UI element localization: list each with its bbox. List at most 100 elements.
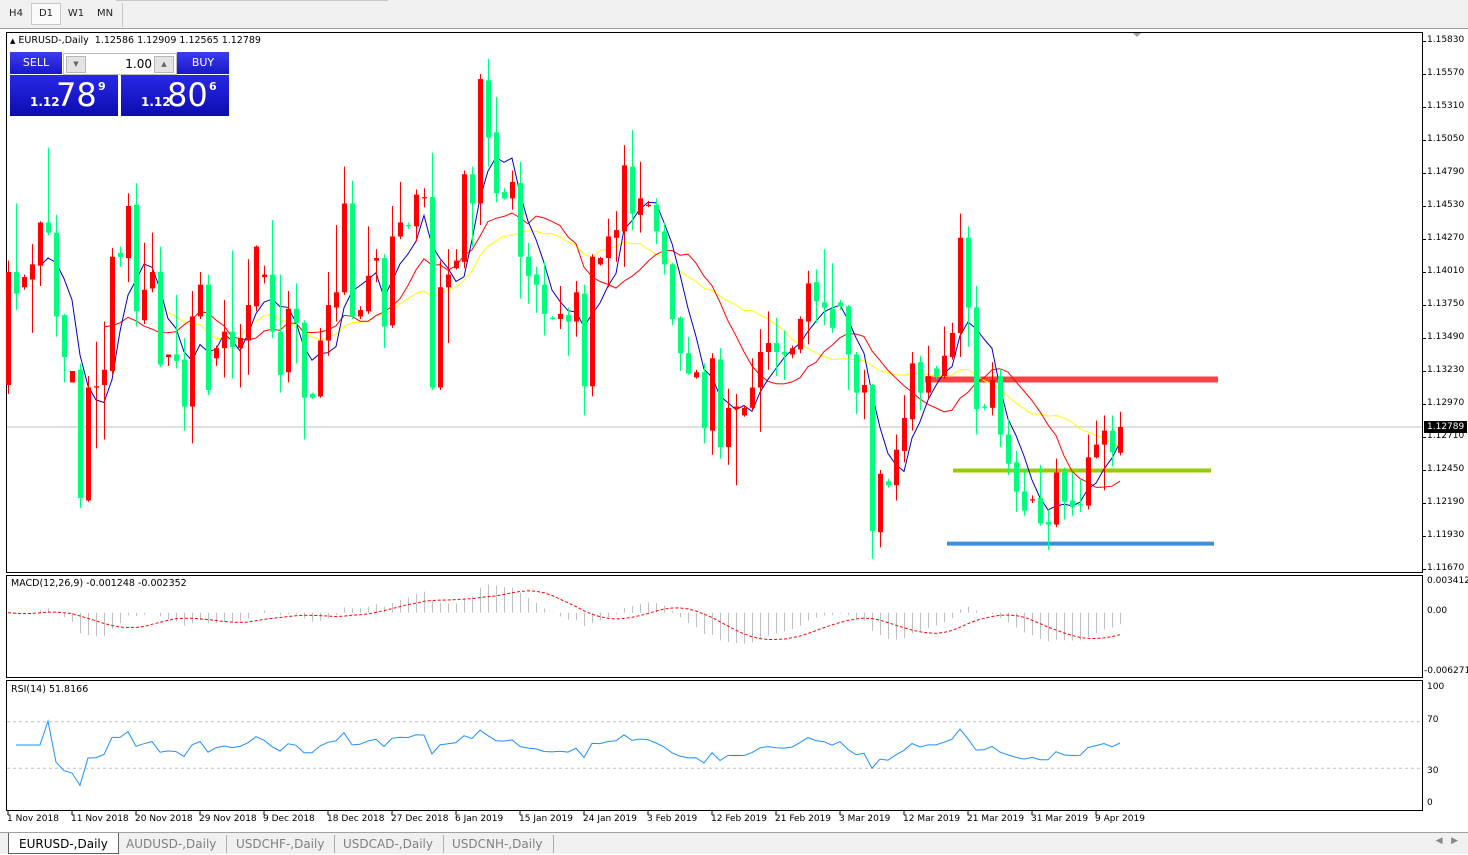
date-tick-label: 21 Mar 2019	[967, 814, 1025, 824]
lot-increase-icon[interactable]: ▲	[154, 56, 174, 73]
candle-body	[270, 274, 275, 332]
candle-body	[750, 387, 755, 408]
date-tick-label: 3 Feb 2019	[647, 814, 698, 824]
timeframe-h4-button[interactable]: H4	[9, 8, 23, 19]
candle-body	[1038, 497, 1043, 524]
lot-decrease-icon[interactable]: ▼	[66, 56, 86, 73]
price-tick-label: 1.12970	[1427, 398, 1465, 408]
toolbar-divider	[116, 0, 388, 3]
timeframe-mn-button[interactable]: MN	[96, 8, 114, 19]
candle-body	[318, 340, 323, 397]
candle-body	[422, 197, 427, 199]
tab-eurusd-daily[interactable]: EURUSD-,Daily	[8, 833, 119, 854]
candle-body	[46, 222, 51, 233]
candle-body	[806, 283, 811, 322]
candle-body	[974, 307, 979, 410]
price-tick-label: 1.14790	[1427, 167, 1465, 177]
candle-body	[510, 181, 515, 199]
candle-body	[198, 284, 203, 317]
candle-body	[30, 264, 35, 280]
candle-body	[734, 406, 739, 410]
buy-price-button[interactable]: 1.12 80 6	[121, 75, 229, 116]
candle-body	[350, 203, 355, 317]
sell-price-prefix: 1.12	[30, 95, 60, 109]
candle-body	[742, 407, 747, 416]
candle-body	[334, 292, 339, 308]
date-tick-label: 24 Jan 2019	[583, 814, 637, 824]
rsi-tick-30: 30	[1427, 766, 1439, 776]
horizontal-level-line	[953, 468, 1211, 473]
candle-body	[630, 166, 635, 214]
sell-button[interactable]: SELL	[10, 52, 62, 74]
candle-body	[822, 302, 827, 308]
candle-body	[542, 284, 547, 314]
candle-body	[662, 231, 667, 265]
candle-body	[670, 264, 675, 319]
candle-body	[926, 376, 931, 393]
candle-body	[534, 274, 539, 285]
rsi-panel	[6, 680, 1423, 811]
date-tick-label: 6 Jan 2019	[455, 814, 504, 824]
candle-body	[446, 274, 451, 288]
price-tick-label: 1.13490	[1427, 332, 1465, 342]
candle-body	[182, 359, 187, 407]
candle-body	[286, 308, 291, 373]
candle-body	[886, 481, 891, 486]
chart-shift-marker-icon[interactable]	[1133, 33, 1141, 37]
date-tick-label: 3 Mar 2019	[839, 814, 891, 824]
tab-usdchf-daily[interactable]: USDCHF-,Daily	[226, 835, 336, 853]
price-tick-label: 1.14530	[1427, 200, 1465, 210]
collapse-triangle-icon[interactable]: ▲	[10, 37, 16, 45]
candle-body	[686, 353, 691, 374]
candle-body	[590, 256, 595, 387]
tab-usdcad-daily[interactable]: USDCAD-,Daily	[333, 835, 444, 853]
candle-body	[1086, 457, 1091, 506]
candle-body	[294, 308, 299, 323]
candle-body	[6, 272, 11, 385]
candle-body	[22, 277, 27, 288]
macd-label: MACD(12,26,9) -0.001248 -0.002352	[11, 578, 187, 589]
candle-body	[998, 376, 1003, 435]
candle-body	[878, 473, 883, 533]
candle-body	[838, 302, 843, 307]
candle-body	[206, 284, 211, 391]
date-tick-label: 20 Nov 2018	[135, 814, 193, 824]
candle-body	[966, 237, 971, 308]
candle-body	[430, 197, 435, 388]
candle-body	[702, 372, 707, 429]
candle-body	[942, 355, 947, 377]
candle-body	[654, 204, 659, 232]
lot-size-value[interactable]: 1.00	[125, 57, 152, 71]
candle-body	[782, 351, 787, 355]
timeframe-w1-button[interactable]: W1	[67, 8, 85, 19]
timeframe-d1-button[interactable]: D1	[31, 3, 61, 25]
candle-body	[174, 354, 179, 361]
candle-body	[958, 237, 963, 333]
candle-body	[222, 331, 227, 349]
candle-body	[1102, 430, 1107, 445]
buy-button[interactable]: BUY	[177, 52, 229, 74]
tab-scroll-arrows-icon[interactable]: ◀ ▶	[1435, 836, 1458, 846]
tab-audusd-daily[interactable]: AUDUSD-,Daily	[116, 835, 228, 853]
sell-price-button[interactable]: 1.12 78 9	[10, 75, 118, 116]
candle-body	[382, 258, 387, 327]
chart-tabs-bar: EURUSD-,Daily AUDUSD-,Daily USDCHF-,Dail…	[0, 832, 1468, 854]
candle-body	[342, 203, 347, 293]
lot-size-input[interactable]: ▼ 1.00 ▲	[63, 53, 177, 75]
candle-body	[358, 310, 363, 317]
candle-body	[854, 354, 859, 393]
candle-body	[726, 407, 731, 448]
chart-header: ▲ EURUSD-,Daily 1.12586 1.12909 1.12565 1…	[10, 35, 261, 46]
candle-body	[774, 343, 779, 352]
candle-body	[1118, 426, 1123, 453]
candle-body	[54, 232, 59, 317]
candle-body	[262, 274, 267, 278]
date-tick-label: 12 Feb 2019	[711, 814, 768, 824]
candle-body	[894, 449, 899, 486]
buy-price-prefix: 1.12	[141, 95, 171, 109]
candle-body	[598, 258, 603, 265]
candle-body	[254, 246, 259, 307]
tab-usdcnh-daily[interactable]: USDCNH-,Daily	[442, 835, 554, 853]
candle-body	[1094, 444, 1099, 458]
